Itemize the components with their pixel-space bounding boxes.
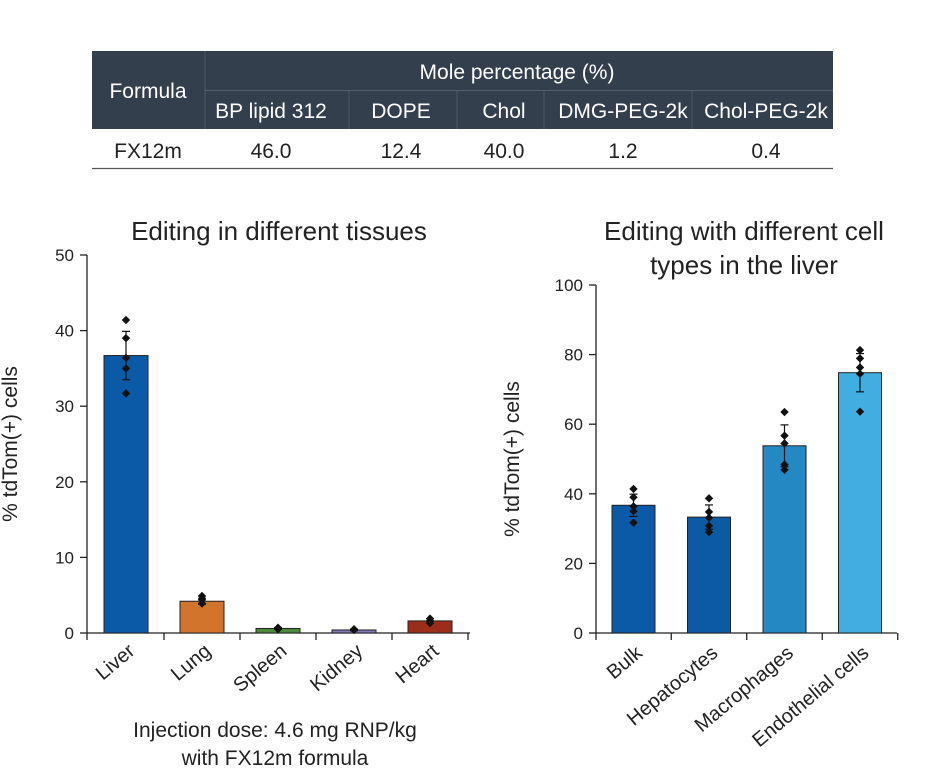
tissues-data-point [121, 389, 131, 398]
cells-data-point [780, 407, 789, 417]
tissues-x-label: with FX12m formula [181, 747, 369, 770]
tissues-data-point [121, 353, 131, 363]
tissues-x-tick-label: Liver [92, 640, 140, 685]
tissues-y-label: % tdTom(+) cells [0, 366, 22, 522]
cells-data-point [704, 507, 714, 517]
tissues-y-tick-label: 50 [55, 246, 74, 265]
cells-chart-title: Editing with different cell [604, 216, 884, 246]
cells-data-point [704, 521, 714, 531]
table-cell-formula: FX12m [114, 140, 182, 163]
tissues-data-point [197, 599, 207, 608]
cells-data-point [855, 354, 865, 363]
table-cell: 12.4 [381, 140, 422, 163]
cells-data-point [704, 513, 714, 523]
table-row-header: Formula [109, 80, 186, 103]
table-cell: 0.4 [751, 140, 781, 163]
cells-data-point [629, 502, 638, 511]
cells-y-tick-label: 80 [564, 346, 583, 365]
cells-data-point [780, 460, 789, 469]
cells-bar-hepatocytes [687, 516, 731, 634]
cells-y-tick-label: 40 [564, 485, 583, 504]
table-cell: 1.2 [608, 140, 637, 163]
tissues-data-point [121, 364, 131, 373]
table-cell: 40.0 [484, 140, 525, 163]
cells-data-point [855, 345, 865, 355]
tissues-data-point [349, 625, 359, 635]
tissues-x-label: Injection dose: 4.6 mg RNP/kg [133, 719, 417, 742]
cells-data-point [780, 431, 789, 440]
tissues-y-tick-label: 20 [55, 473, 74, 492]
cells-bar-endothelial-cells [838, 372, 882, 634]
cells-data-point [629, 484, 638, 494]
table-column-header: Chol-PEG-2k [704, 100, 828, 123]
cells-y-label: % tdTom(+) cells [501, 381, 524, 537]
tissues-x-tick-label: Heart [392, 640, 444, 689]
cells-data-point [629, 518, 638, 527]
cells-x-tick-label: Bulk [603, 641, 648, 684]
tissues-data-point [121, 333, 131, 343]
tissues-chart-title: Editing in different tissues [131, 216, 427, 246]
tissues-x-tick-label: Lung [167, 640, 215, 685]
cells-data-point [780, 465, 789, 474]
table-group-header-bg [205, 51, 833, 90]
table-column-header: BP lipid 312 [215, 100, 327, 123]
cells-data-point [855, 369, 865, 378]
tissues-y-tick-label: 40 [55, 322, 74, 341]
tissues-y-tick-label: 10 [55, 548, 74, 567]
tissues-x-tick-label: Kidney [306, 640, 367, 696]
table-column-header: DOPE [371, 100, 431, 123]
tissues-y-tick-label: 0 [65, 624, 74, 643]
formula-table: Formula Mole percentage (%) BP lipid 312 DO… [92, 51, 833, 170]
table-header-bg [92, 51, 205, 129]
cells-y-tick-label: 100 [555, 276, 583, 295]
cells-y-tick-label: 0 [574, 624, 583, 643]
cells-y-tick-label: 20 [564, 554, 583, 573]
cells-chart-title: types in the liver [650, 250, 838, 280]
cells-data-point [855, 363, 865, 372]
tissues-data-point [425, 618, 435, 628]
cells-y-tick-label: 60 [564, 415, 583, 434]
cells-data-point [629, 493, 638, 502]
cells-data-point [629, 507, 638, 516]
cells-data-point [704, 527, 714, 537]
table-column-header: DMG-PEG-2k [558, 100, 688, 123]
table-group-header: Mole percentage (%) [420, 61, 615, 84]
table-column-header: Chol [482, 100, 525, 123]
cells-chart: Editing with different cell types in the … [501, 216, 899, 752]
table-column-header-bg [205, 91, 833, 129]
cells-data-point [704, 494, 714, 503]
tissues-x-tick-label: Spleen [229, 640, 291, 697]
tissues-data-point [121, 315, 131, 325]
tissues-chart: Editing in different tissues 0 10 20 30 40 50%… [0, 216, 470, 770]
tissues-y-tick-label: 30 [55, 397, 74, 416]
tissues-bar-liver [103, 355, 149, 634]
tissues-data-point [273, 625, 283, 634]
table-cell: 46.0 [251, 140, 292, 163]
cells-data-point [855, 407, 865, 416]
cells-data-point [780, 439, 789, 448]
